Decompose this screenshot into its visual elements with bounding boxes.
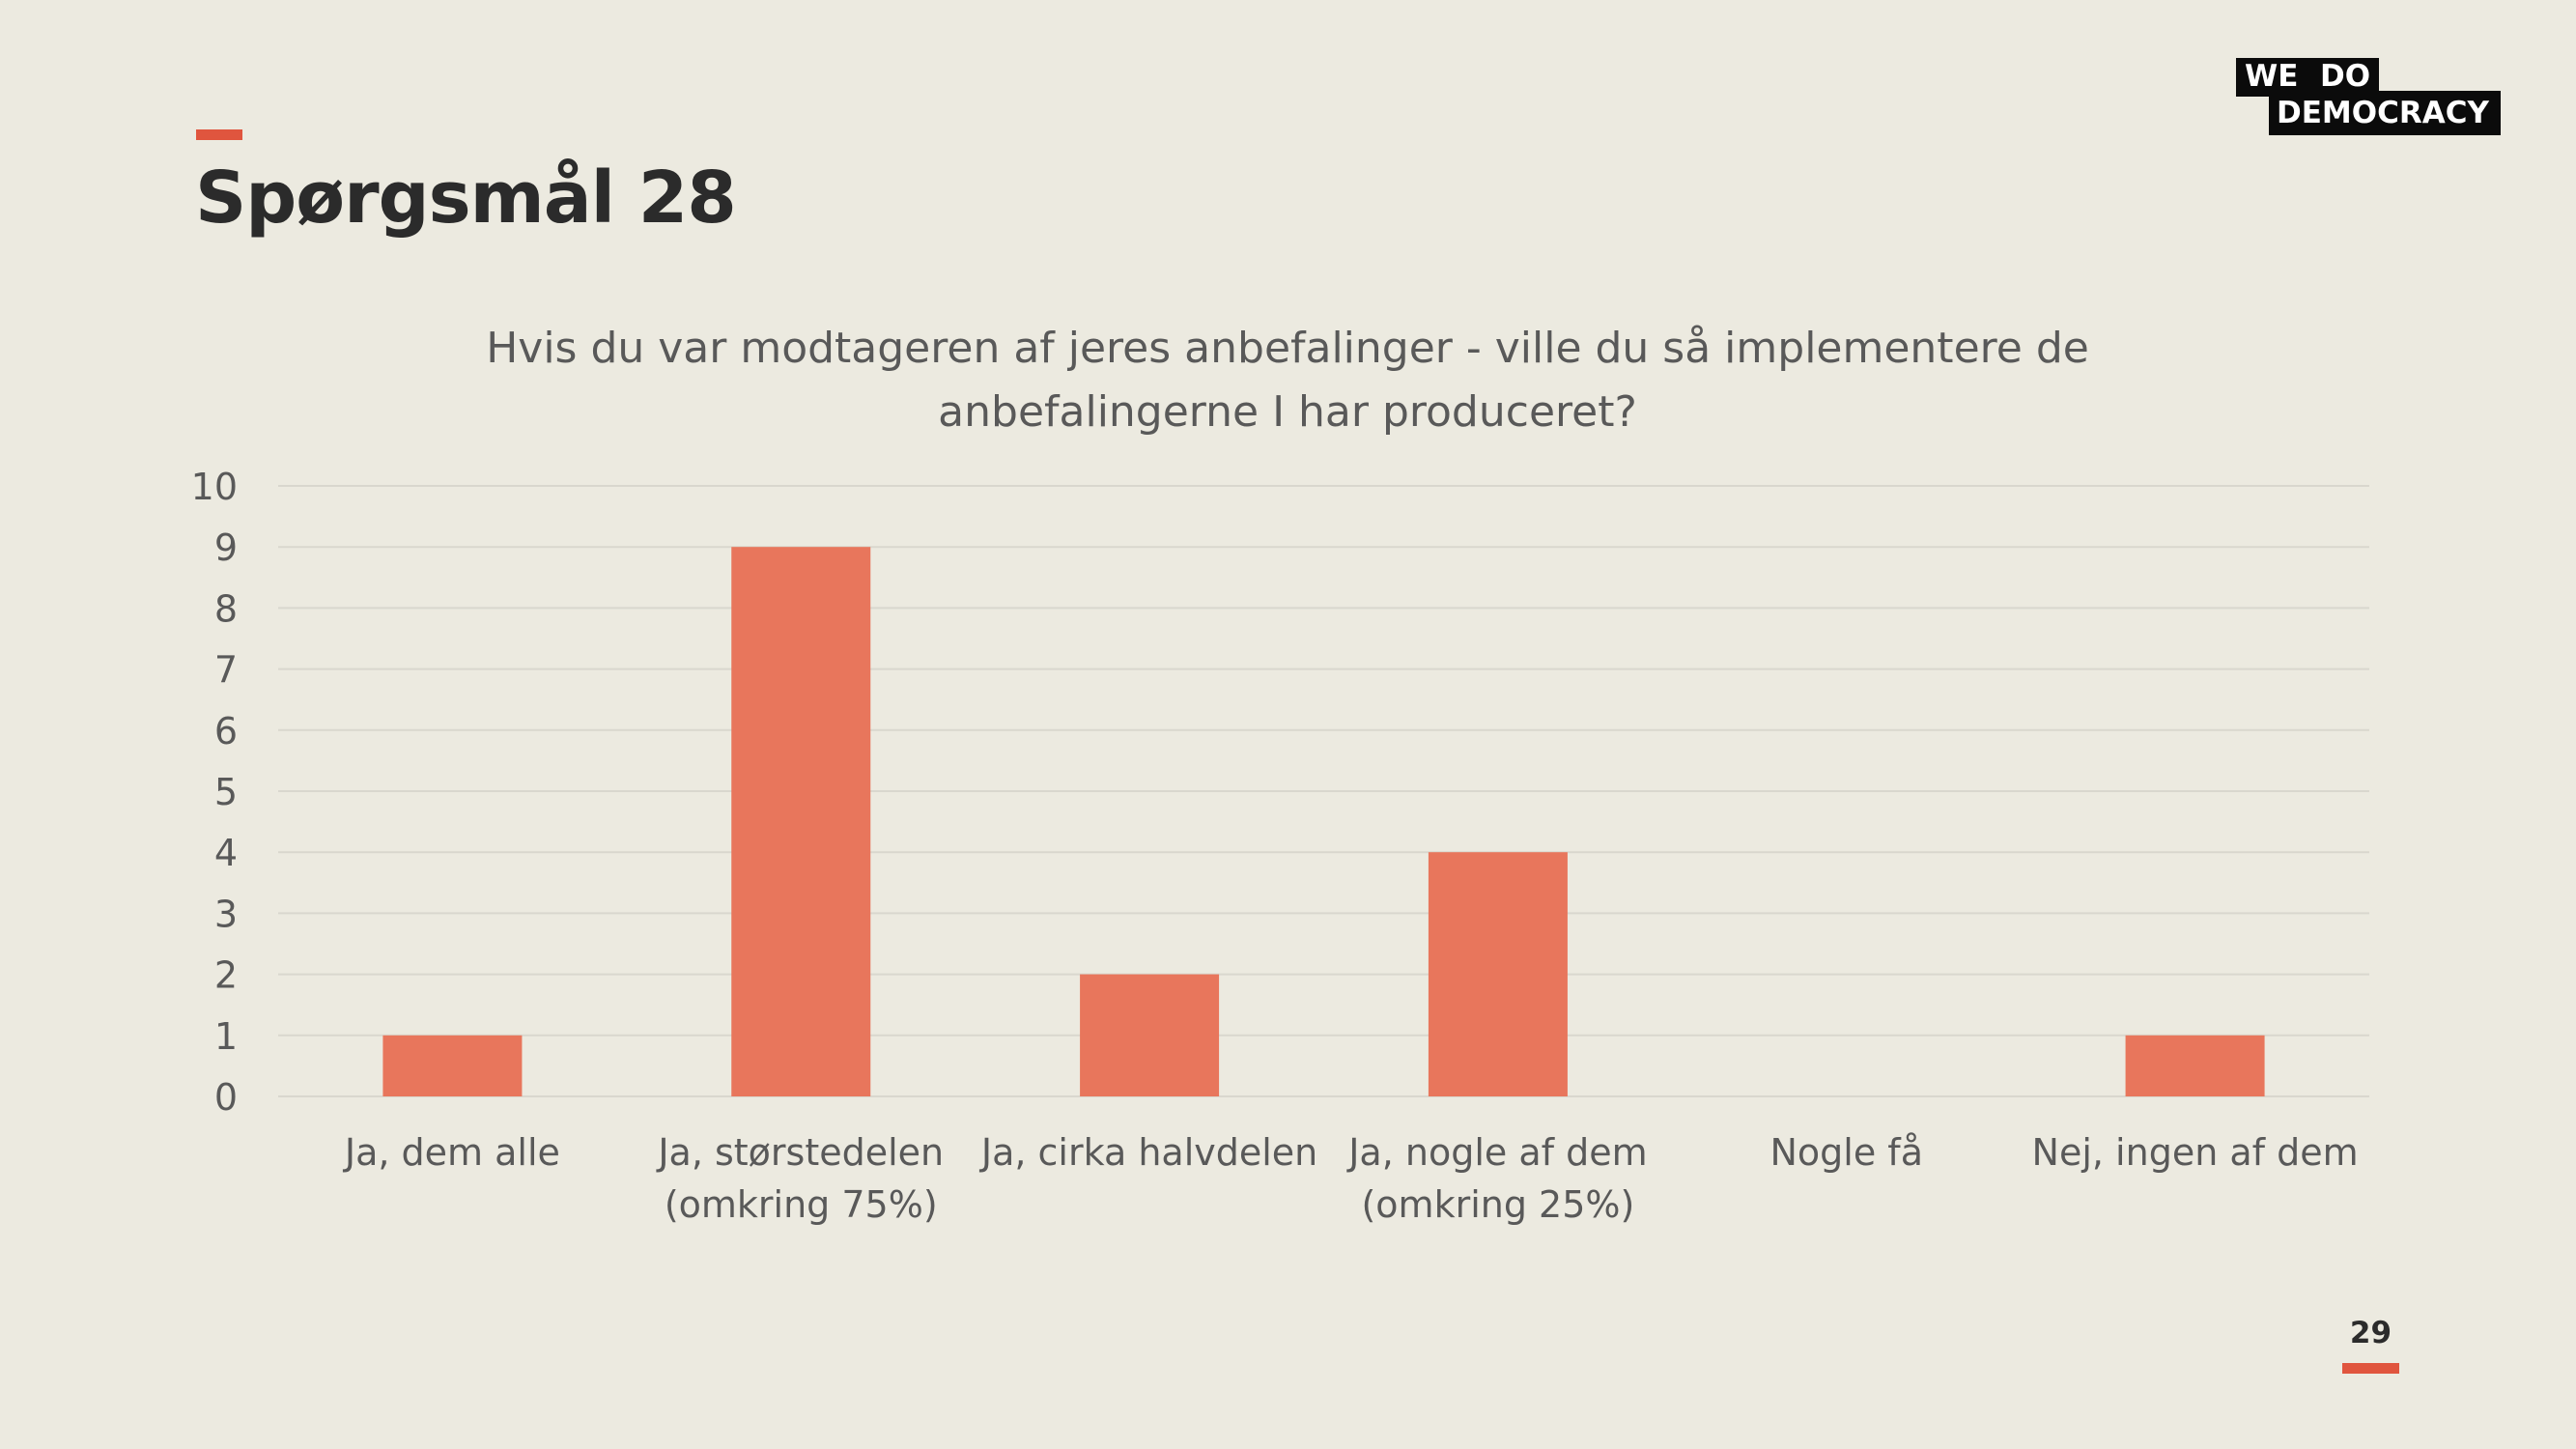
page-title: Spørgsmål 28 [195,156,737,240]
logo-word-we: WE [2245,59,2299,94]
y-tick-label-4: 4 [214,832,238,874]
page-number-accent-bar [2342,1363,2399,1374]
chart-title: Hvis du var modtageren af jeres anbefali… [486,324,2089,437]
title-accent-bar [196,129,242,140]
bar-4 [1428,852,1568,1096]
x-tick-label-4-line-1: Ja, nogle af dem [1346,1131,1647,1174]
y-tick-label-5: 5 [214,771,238,813]
logo-word-democracy: DEMOCRACY [2277,96,2489,130]
x-tick-label-2-line-1: Ja, størstedelen [656,1131,944,1174]
y-tick-label-6: 6 [214,710,238,753]
bar-2 [731,547,871,1096]
x-tick-label-5-line-1: Nogle få [1770,1131,1923,1174]
y-tick-label-3: 3 [214,893,238,935]
y-tick-label-8: 8 [214,587,238,630]
x-tick-label-4-line-2: (omkring 25%) [1361,1183,1634,1226]
chart-title-line-2: anbefalingerne I har produceret? [938,387,1637,437]
page-number: 29 [2349,1316,2392,1350]
bar-1 [382,1035,523,1096]
we-do-democracy-logo: WE DO DEMOCRACY [2236,58,2501,137]
x-tick-label-2-line-2: (omkring 75%) [665,1183,938,1226]
y-tick-label-10: 10 [191,466,238,508]
bar-3 [1080,974,1220,1096]
y-tick-label-9: 9 [214,526,238,569]
y-tick-label-7: 7 [214,649,238,692]
x-tick-label-1-line-1: Ja, dem alle [343,1131,560,1174]
chart-title-line-1: Hvis du var modtageren af jeres anbefali… [486,324,2089,373]
bar-6 [2125,1035,2265,1096]
x-tick-label-3-line-1: Ja, cirka halvdelen [979,1131,1317,1174]
chart-gridlines [278,485,2369,1097]
x-tick-label-6-line-1: Nej, ingen af dem [2032,1131,2359,1174]
y-tick-label-2: 2 [214,954,238,997]
y-tick-label-1: 1 [214,1015,238,1058]
y-axis: 0 1 2 3 4 5 6 7 8 9 10 [191,466,238,1119]
x-axis: Ja, dem alle Ja, størstedelen (omkring 75%… [343,1131,2359,1226]
chart-bars [382,547,2265,1096]
logo-word-do: DO [2320,59,2371,94]
logo-line-1: WE DO [2236,58,2379,97]
logo-line-2: DEMOCRACY [2269,91,2501,135]
y-tick-label-0: 0 [214,1076,238,1119]
